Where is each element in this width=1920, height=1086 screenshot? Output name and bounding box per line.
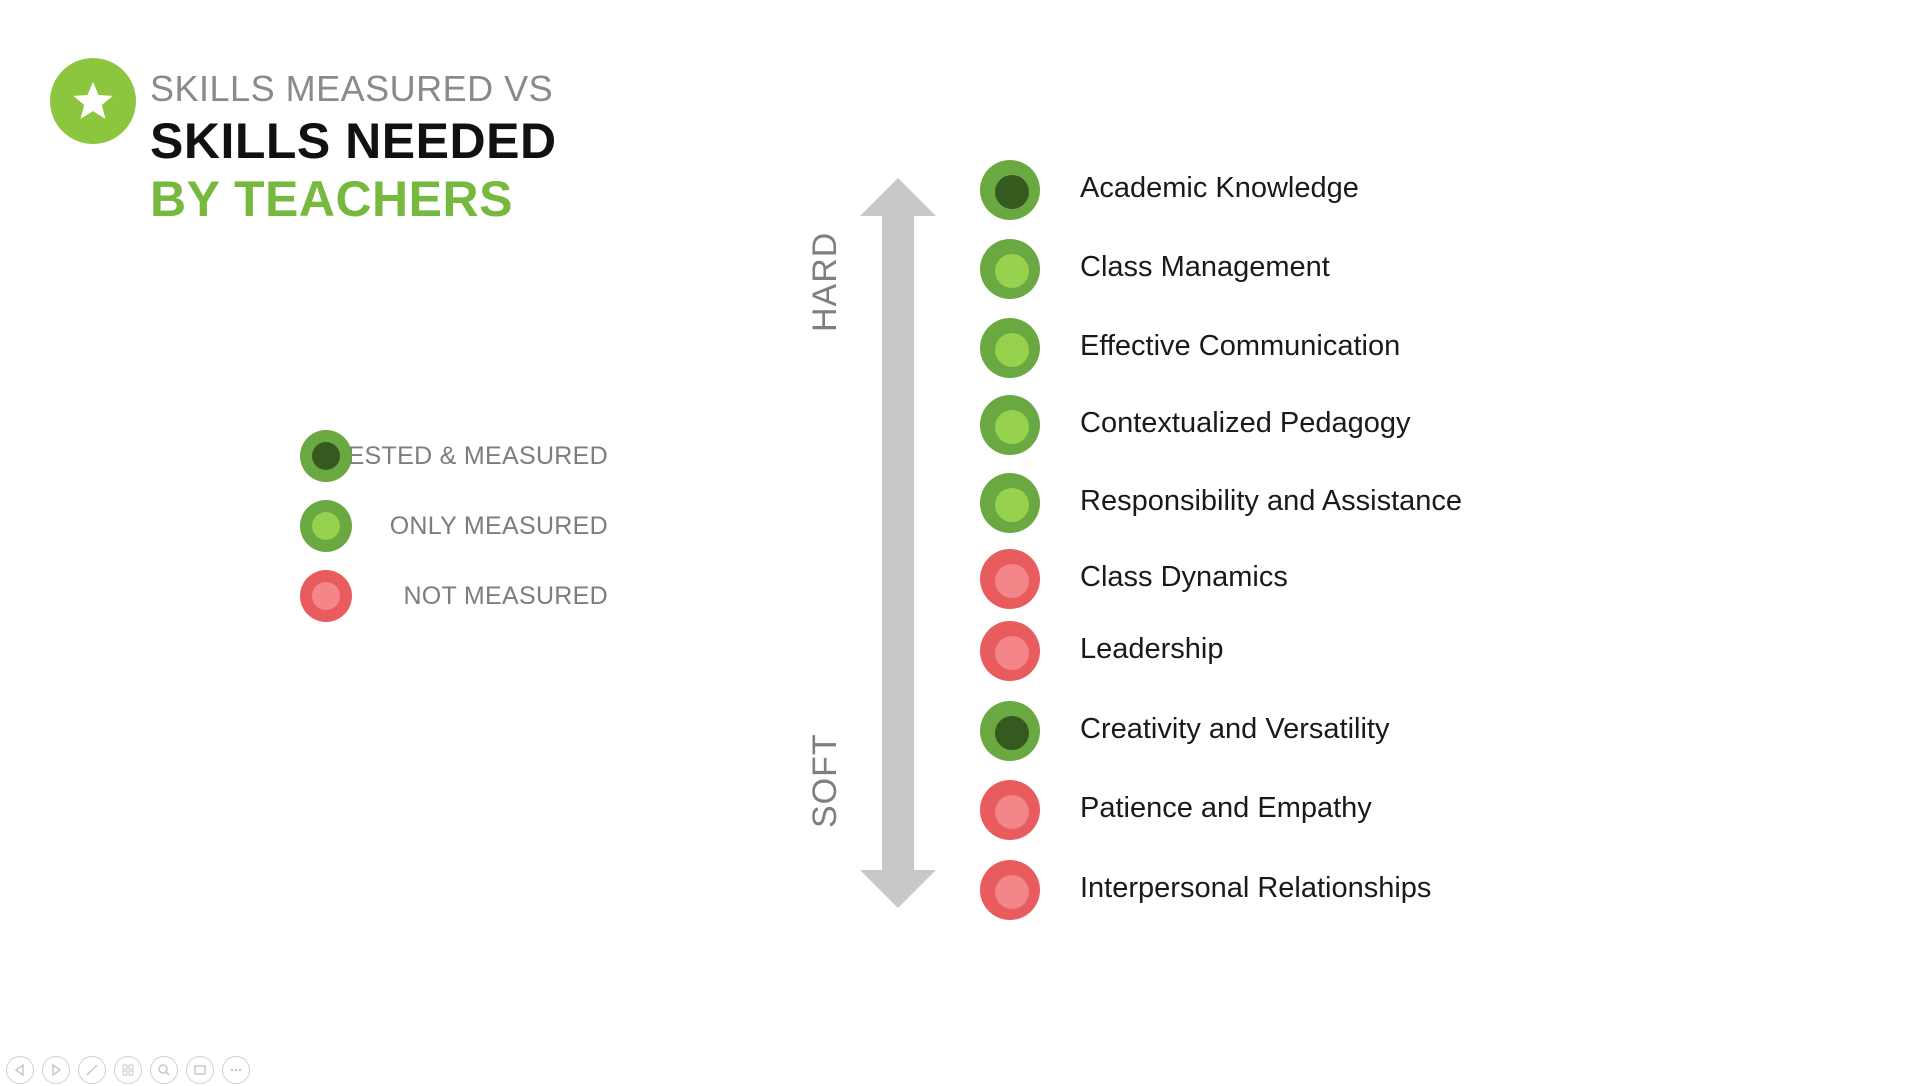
not-measured-dot-icon: [980, 621, 1040, 681]
more-icon: [230, 1068, 242, 1072]
axis-label-hard: HARD: [806, 231, 844, 332]
skill-row: Patience and Empathy: [980, 778, 1680, 842]
skill-row: Class Management: [980, 237, 1680, 301]
not-measured-dot-icon: [980, 780, 1040, 840]
legend-label: NOT MEASURED: [403, 582, 608, 610]
skill-label: Leadership: [1080, 633, 1224, 665]
only-measured-dot-icon: [980, 473, 1040, 533]
skill-label: Contextualized Pedagogy: [1080, 407, 1411, 439]
tested-dot-icon: [980, 160, 1040, 220]
not-measured-dot-icon: [300, 570, 352, 622]
star-logo: [50, 58, 136, 144]
skill-label: Responsibility and Assistance: [1080, 485, 1463, 517]
skill-label: Class Management: [1080, 251, 1330, 283]
title-line-2: SKILLS NEEDED: [150, 113, 557, 169]
skill-row: Class Dynamics: [980, 547, 1680, 611]
skill-row: Academic Knowledge: [980, 158, 1680, 222]
skill-row: Responsibility and Assistance: [980, 471, 1680, 535]
star-icon: [73, 81, 113, 119]
skill-label: Class Dynamics: [1080, 561, 1288, 593]
hard-soft-axis-arrow-icon: [860, 178, 936, 908]
skill-row: Interpersonal Relationships: [980, 858, 1680, 922]
legend-label: TESTED & MEASURED: [332, 442, 608, 470]
skill-row: Contextualized Pedagogy: [980, 393, 1680, 457]
skill-row: Leadership: [980, 619, 1680, 683]
axis-label-soft: SOFT: [806, 733, 844, 828]
skill-row: Creativity and Versatility: [980, 699, 1680, 763]
only-measured-dot-icon: [980, 395, 1040, 455]
only-measured-dot-icon: [300, 500, 352, 552]
skill-label: Academic Knowledge: [1080, 172, 1359, 204]
skill-label: Creativity and Versatility: [1080, 713, 1390, 745]
zoom-icon: [158, 1064, 170, 1076]
skill-label: Patience and Empathy: [1080, 792, 1372, 824]
presentation-controls: [6, 1056, 250, 1086]
not-measured-dot-icon: [980, 549, 1040, 609]
title-line-3: BY TEACHERS: [150, 171, 513, 227]
skill-label: Interpersonal Relationships: [1080, 872, 1432, 904]
pen-icon: [86, 1064, 98, 1076]
prev-icon: [14, 1063, 24, 1077]
legend-item-not: NOT MEASURED: [300, 566, 700, 626]
legend-label: ONLY MEASURED: [389, 512, 608, 540]
screen-icon: [194, 1065, 206, 1075]
not-measured-dot-icon: [980, 860, 1040, 920]
tested-dot-icon: [300, 430, 352, 482]
only-measured-dot-icon: [980, 239, 1040, 299]
skill-label: Effective Communication: [1080, 330, 1401, 362]
legend-item-only: ONLY MEASURED: [300, 496, 700, 556]
skill-row: Effective Communication: [980, 316, 1680, 380]
next-icon: [52, 1063, 62, 1077]
title-line-1: SKILLS MEASURED VS: [150, 68, 554, 109]
only-measured-dot-icon: [980, 318, 1040, 378]
slides-icon: [122, 1064, 134, 1076]
tested-dot-icon: [980, 701, 1040, 761]
legend-item-tested: TESTED & MEASURED: [300, 426, 700, 486]
